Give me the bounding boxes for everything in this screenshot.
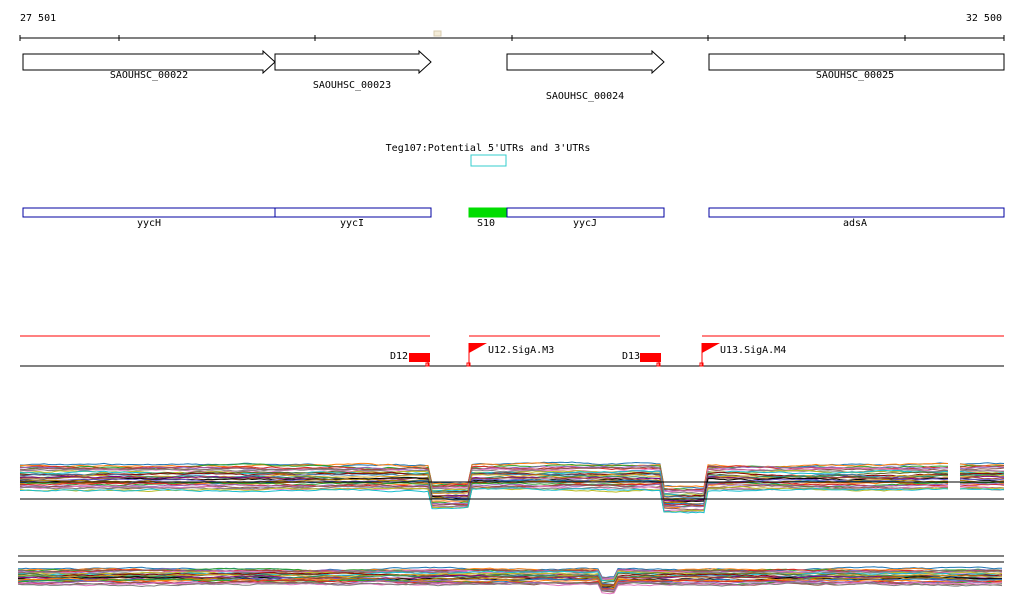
terminator-d12[interactable]	[409, 353, 430, 362]
expression-line	[19, 482, 1005, 508]
gene-arrow-saouhsc-00022[interactable]	[22, 49, 276, 75]
annotation-label: adsA	[842, 218, 868, 229]
expression-line	[19, 478, 1005, 506]
annotation-bar-adsa[interactable]	[708, 207, 1005, 218]
annotation-track	[22, 207, 1005, 218]
annotation-label: yycI	[339, 218, 365, 229]
coordinate-ruler	[19, 30, 1005, 41]
terminator-d13[interactable]	[640, 353, 661, 362]
promoter-u12[interactable]	[466, 343, 487, 367]
expression-line	[17, 581, 1003, 592]
annotation-bar-yycj[interactable]	[506, 207, 665, 218]
expression-line	[17, 580, 1003, 591]
gene-label: SAOUHSC_00024	[545, 91, 625, 102]
expression-line	[17, 568, 1003, 580]
regulatory-track	[20, 335, 1004, 367]
expression-line	[17, 566, 1002, 579]
annotation-label: S10	[476, 218, 496, 229]
ruler-end-label: 32 500	[965, 13, 1002, 24]
expression-profile-track-2	[17, 555, 1004, 595]
gene-label: SAOUHSC_00022	[109, 70, 189, 81]
terminator-label: D13	[621, 351, 640, 362]
gene-arrow-saouhsc-00023[interactable]	[274, 49, 432, 75]
terminator-label: D12	[389, 351, 408, 362]
annotation-bar-yych[interactable]	[22, 207, 276, 218]
utr-track-label: Teg107:Potential 5'UTRs and 3'UTRs	[385, 143, 591, 154]
viewport-marker[interactable]	[433, 30, 442, 37]
gene-track	[22, 49, 1005, 75]
expression-line	[19, 487, 1005, 514]
gene-box-saouhsc-00025[interactable]	[708, 53, 1005, 71]
expression-profile-track	[19, 461, 1005, 514]
ruler-start-label: 27 501	[20, 13, 57, 24]
annotation-bar-s10[interactable]	[468, 207, 508, 218]
annotation-label: yycJ	[572, 218, 598, 229]
gene-label: SAOUHSC_00023	[312, 80, 392, 91]
promoter-label: U12.SigA.M3	[488, 345, 555, 356]
expression-line	[17, 577, 1003, 590]
annotation-label: yycH	[136, 218, 162, 229]
promoter-u13[interactable]	[699, 343, 720, 367]
annotation-bar-yyci[interactable]	[274, 207, 432, 218]
promoter-label: U13.SigA.M4	[720, 345, 787, 356]
gene-arrow-saouhsc-00024[interactable]	[506, 49, 665, 75]
utr-feature-box[interactable]	[470, 154, 507, 167]
gene-label: SAOUHSC_00025	[815, 70, 895, 81]
